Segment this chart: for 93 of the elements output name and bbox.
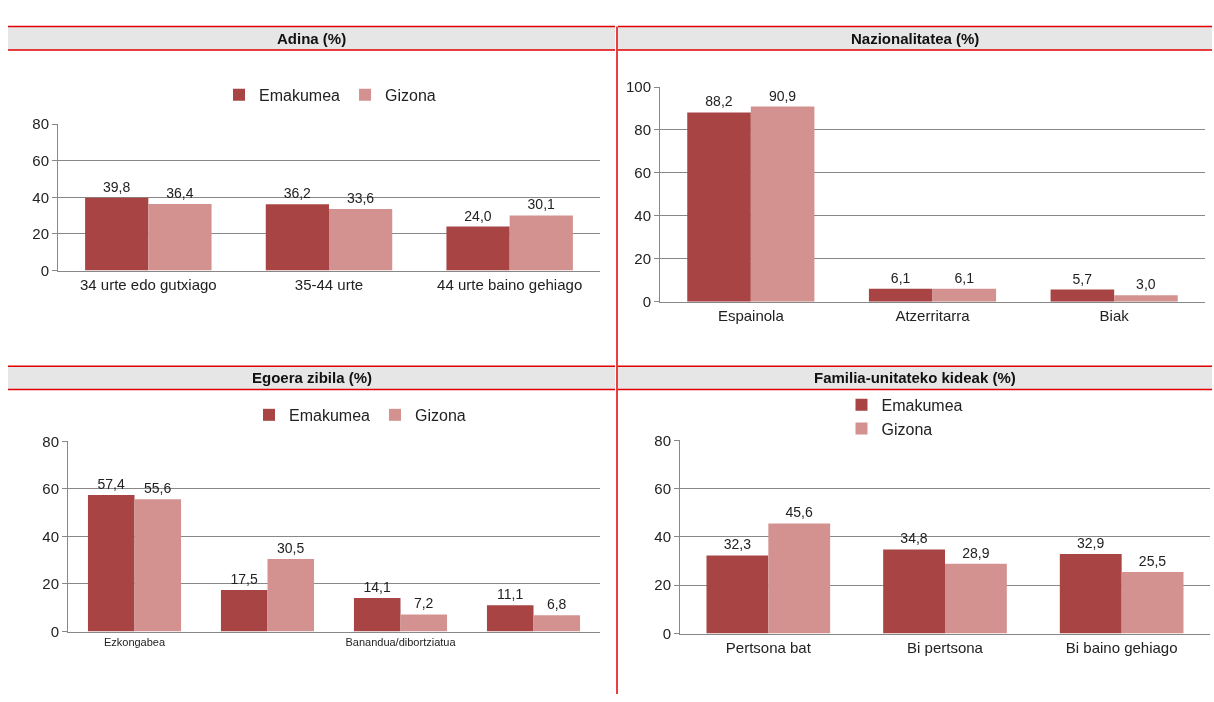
- bar: [329, 209, 393, 271]
- bar: [400, 614, 448, 632]
- x-tick-label: 34 urte edo gutxiago: [79, 275, 217, 293]
- bar: [1121, 571, 1184, 634]
- bar: [883, 549, 945, 634]
- bar: [687, 112, 751, 302]
- bar: [868, 288, 933, 302]
- y-tick-label: 20: [634, 250, 651, 268]
- data-label: 6,1: [890, 269, 911, 286]
- data-label: 28,9: [962, 544, 990, 561]
- data-label: 30,5: [277, 540, 305, 556]
- y-tick-label: 40: [42, 527, 59, 545]
- data-label: 30,1: [527, 196, 556, 213]
- bar: [85, 197, 149, 271]
- data-label: 6,8: [546, 596, 567, 613]
- bar: [945, 563, 1007, 634]
- y-tick-label: 20: [32, 225, 49, 243]
- x-tick-label: Bi pertsona: [907, 638, 984, 656]
- data-label: 45,6: [785, 504, 813, 521]
- y-tick-label: 20: [654, 576, 671, 594]
- bar: [148, 203, 212, 271]
- x-tick-label: Pertsona bat: [725, 638, 812, 656]
- data-label: 5,7: [1072, 270, 1093, 287]
- y-tick-label: 0: [662, 624, 671, 642]
- x-tick-label: 44 urte baino gehiago: [437, 275, 583, 293]
- bar: [533, 615, 581, 632]
- y-tick-label: 0: [50, 622, 59, 640]
- y-tick-label: 40: [32, 188, 49, 206]
- legend-label: Emakumea: [289, 407, 371, 425]
- data-label: 24,0: [464, 207, 492, 224]
- bar: [87, 495, 135, 632]
- bar: [706, 555, 769, 634]
- y-tick-label: 60: [32, 151, 49, 169]
- bar: [446, 226, 510, 271]
- bar: [486, 605, 534, 632]
- y-tick-label: 60: [634, 164, 651, 182]
- data-label: 33,6: [346, 190, 375, 207]
- data-label: 39,8: [102, 178, 131, 195]
- legend-label: Gizona: [881, 420, 933, 438]
- x-tick-label: Atzerritarra: [895, 306, 971, 324]
- y-tick-label: 80: [654, 431, 671, 449]
- bar: [267, 559, 315, 632]
- x-tick-label: Biak: [1099, 306, 1130, 324]
- data-label: 90,9: [768, 87, 797, 104]
- y-tick-label: 20: [42, 575, 59, 593]
- y-tick-label: 80: [32, 115, 49, 133]
- y-tick-label: 0: [40, 261, 49, 279]
- data-label: 3,0: [1136, 276, 1156, 293]
- y-tick-label: 40: [654, 528, 671, 546]
- y-tick-label: 80: [42, 432, 59, 450]
- chart-title: Egoera zibila (%): [252, 369, 373, 386]
- y-tick-label: 60: [42, 480, 59, 498]
- data-label: 7,2: [413, 595, 434, 612]
- bar: [1114, 295, 1178, 302]
- y-tick-label: 80: [634, 121, 651, 139]
- bar: [768, 523, 831, 634]
- data-label: 57,4: [97, 476, 125, 493]
- data-label: 55,6: [144, 480, 172, 497]
- data-label: 17,5: [230, 570, 258, 587]
- data-label: 32,9: [1077, 535, 1105, 552]
- y-tick-label: 40: [634, 207, 651, 225]
- legend-label: Emakumea: [259, 87, 341, 105]
- x-tick-label: Bi baino gehiago: [1065, 638, 1178, 656]
- bar: [1059, 554, 1122, 634]
- legend-label: Gizona: [415, 407, 466, 425]
- x-tick-label: Espainola: [717, 306, 785, 324]
- y-tick-label: 0: [642, 292, 651, 310]
- bar: [932, 288, 997, 302]
- chart-title: Adina (%): [277, 30, 347, 47]
- bar: [750, 106, 815, 302]
- data-label: 6,1: [954, 269, 975, 286]
- data-label: 36,2: [283, 185, 312, 202]
- data-label: 36,4: [166, 184, 194, 201]
- legend-label: Emakumea: [881, 397, 963, 415]
- bar: [353, 598, 401, 632]
- y-tick-label: 60: [654, 479, 671, 497]
- x-tick-label: 35-44 urte: [294, 275, 364, 293]
- data-label: 88,2: [705, 93, 733, 110]
- bar: [134, 499, 182, 632]
- x-tick-label: Ezkongabea: [103, 635, 166, 648]
- data-label: 14,1: [363, 579, 391, 596]
- y-tick-label: 100: [625, 78, 651, 96]
- chart-title: Nazionalitatea (%): [851, 30, 980, 47]
- bar: [509, 215, 573, 271]
- x-tick-label: Banandua/dibortziatua: [345, 635, 457, 648]
- data-label: 34,8: [900, 530, 928, 547]
- data-label: 11,1: [497, 586, 524, 603]
- chart-title: Familia-unitateko kideak (%): [814, 369, 1016, 386]
- bar: [265, 204, 329, 271]
- data-label: 25,5: [1138, 552, 1167, 569]
- bar: [220, 589, 268, 632]
- data-label: 32,3: [723, 536, 752, 553]
- legend-label: Gizona: [385, 87, 436, 105]
